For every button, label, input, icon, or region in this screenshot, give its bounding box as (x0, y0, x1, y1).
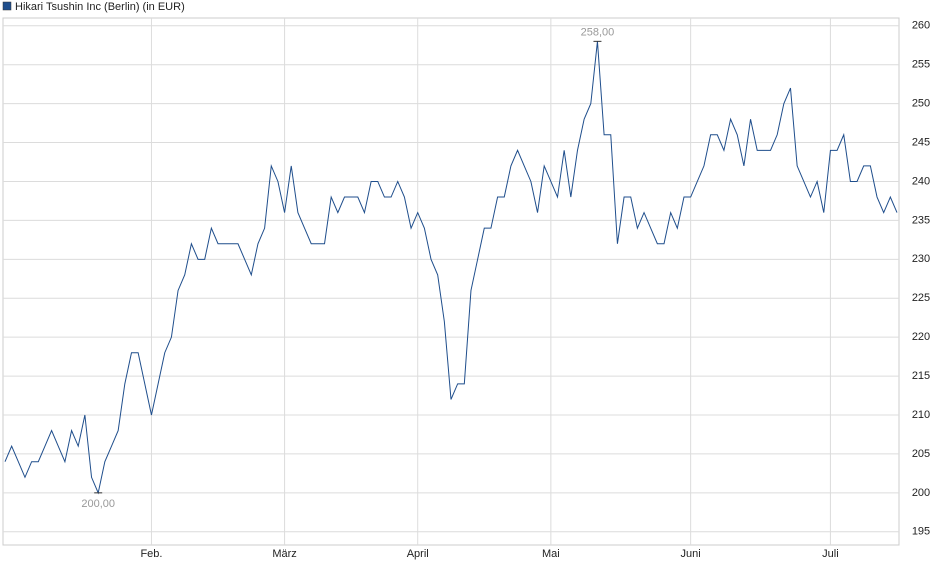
legend-label: Hikari Tsushin Inc (Berlin) (in EUR) (15, 1, 185, 13)
y-tick-label: 230 (912, 253, 930, 265)
y-tick-label: 250 (912, 98, 930, 110)
price-line (4, 41, 898, 495)
y-tick-label: 205 (912, 448, 930, 460)
x-tick-label: Feb. (140, 548, 162, 560)
x-tick-label: April (407, 548, 429, 560)
x-tick-label: Mai (542, 548, 560, 560)
x-tick-label: März (272, 548, 296, 560)
x-tick-label: Juli (822, 548, 839, 560)
y-tick-label: 225 (912, 292, 930, 304)
value-label: 200,00 (81, 498, 115, 510)
legend-swatch (2, 1, 12, 11)
y-tick-label: 245 (912, 136, 930, 148)
plot-area (2, 17, 900, 546)
y-tick-label: 210 (912, 409, 930, 421)
y-tick-label: 260 (912, 20, 930, 32)
y-tick-label: 215 (912, 370, 930, 382)
y-tick-label: 195 (912, 526, 930, 538)
value-label: 258,00 (581, 26, 615, 38)
x-tick-label: Juni (681, 548, 701, 560)
y-tick-label: 240 (912, 175, 930, 187)
y-tick-label: 255 (912, 59, 930, 71)
y-tick-label: 235 (912, 214, 930, 226)
y-tick-label: 200 (912, 487, 930, 499)
y-tick-label: 220 (912, 331, 930, 343)
